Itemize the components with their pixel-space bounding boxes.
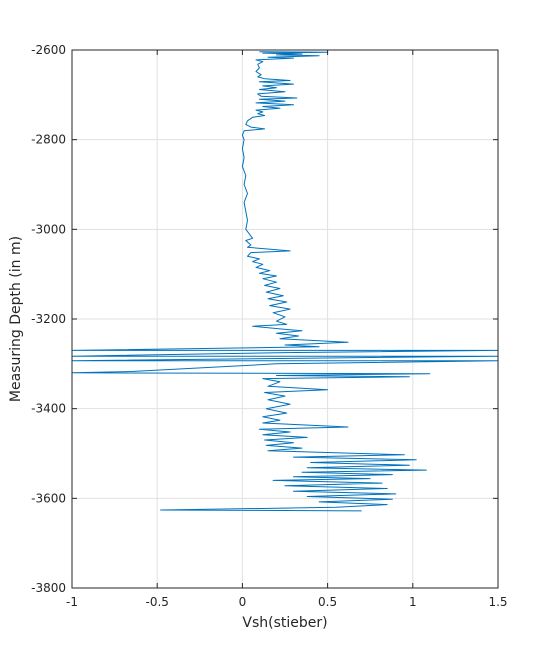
y-tick-labels: -2600 -2800 -3000 -3200 -3400 -3600 -3800 [31,43,66,595]
x-tick-label: -1 [66,595,78,609]
x-tick-label: 0.5 [318,595,337,609]
series-line [71,51,499,512]
y-tick-label: -3400 [31,402,66,416]
x-axis-label: Vsh(stieber) [242,615,327,631]
y-axis-label: Measuring Depth (in m) [8,236,24,402]
x-tick-label: 1.5 [488,595,507,609]
series-layer [71,51,499,512]
y-tick-label: -2800 [31,133,66,147]
y-tick-label: -3600 [31,491,66,505]
x-tick-label: 1 [409,595,417,609]
y-tick-label: -3800 [31,581,66,595]
x-tick-labels: -1 -0.5 0 0.5 1 1.5 [66,595,508,609]
x-tick-label: -0.5 [145,595,168,609]
y-tick-label: -2600 [31,43,66,57]
tick-marks [71,49,499,589]
x-tick-label: 0 [239,595,247,609]
y-tick-label: -3000 [31,222,66,236]
y-tick-label: -3200 [31,312,66,326]
